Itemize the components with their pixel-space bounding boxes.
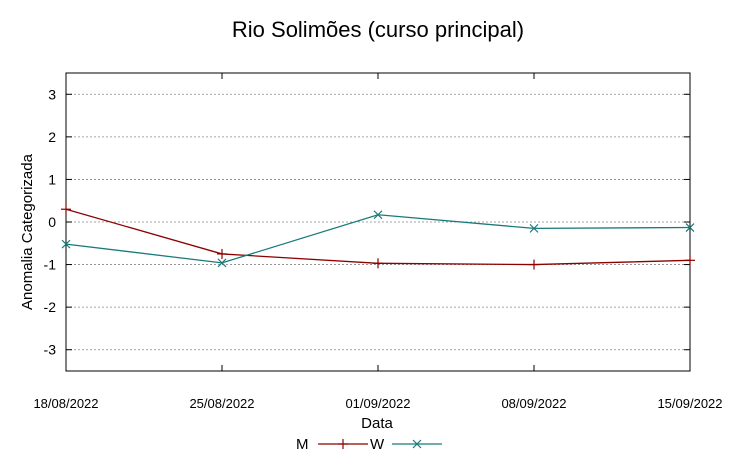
x-axis-label: Data	[361, 415, 393, 432]
series-line	[65, 208, 691, 266]
chart-title: Rio Solimões (curso principal)	[232, 17, 524, 42]
data-point	[61, 239, 71, 249]
data-point	[529, 223, 539, 233]
y-tick-label: 2	[48, 129, 56, 145]
series-w	[61, 210, 695, 268]
series-layer	[61, 204, 695, 270]
x-tick-label: 15/09/2022	[657, 396, 722, 411]
grid-lines	[66, 93, 690, 351]
y-tick-label: 1	[48, 171, 56, 187]
legend-label: W	[370, 436, 385, 453]
series-m	[61, 204, 695, 270]
data-point	[685, 255, 695, 266]
data-point	[685, 223, 695, 232]
data-point	[373, 210, 383, 220]
data-point	[61, 204, 71, 215]
data-point	[217, 248, 227, 259]
y-tick-label: 0	[48, 214, 56, 230]
x-tick-label: 25/08/2022	[189, 396, 254, 411]
y-axis-ticks: 3 2 1 0 -1 -2 -3	[44, 86, 690, 358]
data-point	[529, 259, 539, 270]
legend-label: M	[296, 436, 309, 453]
y-axis-label: Anomalia Categorizada	[19, 153, 36, 310]
y-tick-label: -2	[44, 299, 57, 315]
data-point	[412, 439, 422, 449]
x-tick-label: 08/09/2022	[501, 396, 566, 411]
data-point	[338, 439, 348, 449]
y-tick-label: -3	[44, 342, 57, 358]
x-tick-label: 18/08/2022	[33, 396, 98, 411]
data-point	[373, 258, 383, 269]
x-tick-label: 01/09/2022	[345, 396, 410, 411]
x-axis-ticks: 18/08/2022 25/08/2022 01/09/2022 08/09/2022…	[33, 73, 723, 411]
y-tick-label: 3	[48, 86, 56, 102]
y-tick-label: -1	[44, 257, 57, 273]
data-point	[217, 258, 227, 268]
